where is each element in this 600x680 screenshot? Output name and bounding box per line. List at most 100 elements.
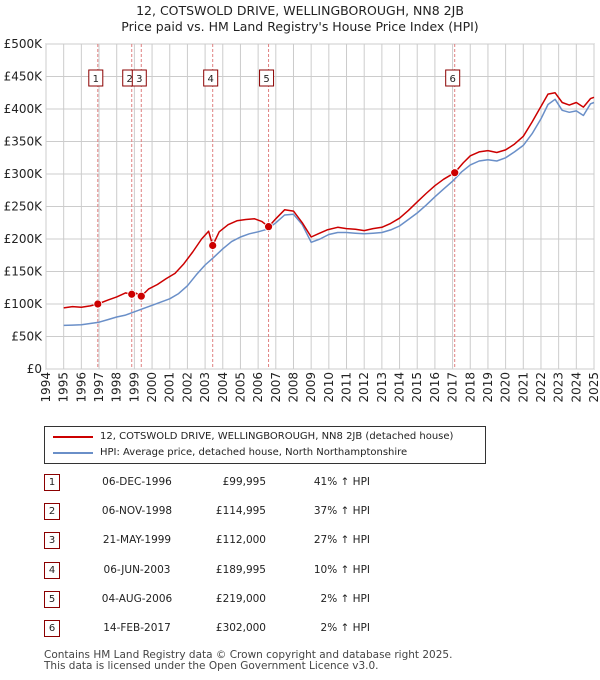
sale-date: 06-NOV-1998 (101, 505, 173, 517)
sale-price: £189,995 (215, 564, 266, 576)
sale-marker-box (88, 69, 104, 87)
x-tick-label: 2021 (516, 372, 530, 403)
x-tick-label: 1998 (110, 372, 124, 403)
sale-date: 06-JUN-2003 (103, 564, 171, 576)
sale-number: 3 (44, 532, 60, 549)
footer-licence: This data is licensed under the Open Gov… (44, 660, 379, 672)
x-tick-label: 2011 (340, 372, 354, 403)
x-tick-label: 2023 (552, 372, 566, 403)
sale-price: £112,000 (215, 534, 266, 546)
x-tick-label: 2004 (216, 372, 230, 403)
x-tick-label: 2012 (357, 372, 371, 403)
x-tick-label: 2009 (304, 372, 318, 403)
legend-label-hpi: HPI: Average price, detached house, Nort… (100, 447, 408, 458)
sale-date: 21-MAY-1999 (102, 534, 172, 546)
sale-point (136, 291, 146, 301)
x-tick-label: 2007 (269, 372, 283, 403)
sale-hpi-diff: 2% ↑ HPI (320, 622, 370, 634)
x-tick-label: 1994 (39, 372, 53, 403)
sale-marker-label: 6 (450, 74, 456, 85)
sale-point (127, 289, 137, 299)
x-tick-label: 2019 (481, 372, 495, 403)
chart-title: 12, COTSWOLD DRIVE, WELLINGBOROUGH, NN8 … (136, 3, 464, 18)
x-tick-label: 2015 (410, 372, 424, 403)
sale-marker-box (203, 69, 219, 87)
x-tick-label: 1999 (127, 372, 141, 403)
sale-hpi-diff: 10% ↑ HPI (313, 564, 370, 576)
sale-hpi-diff: 2% ↑ HPI (320, 593, 370, 605)
x-tick-label: 2024 (569, 372, 583, 403)
table-row: 2 06-NOV-1998 £114,995 37% ↑ HPI (0, 501, 600, 521)
legend-swatch-hpi (53, 452, 93, 454)
x-tick-label: 2008 (286, 372, 300, 403)
y-tick-label: £250K (4, 200, 44, 214)
sale-marker-box (131, 69, 147, 87)
sale-marker-box (259, 69, 275, 87)
x-tick-label: 2006 (251, 372, 265, 403)
x-tick-label: 2013 (375, 372, 389, 403)
x-tick-label: 2014 (393, 372, 407, 403)
sale-date: 06-DEC-1996 (102, 476, 172, 488)
x-tick-label: 2025 (587, 372, 600, 403)
y-tick-label: £0 (27, 362, 42, 376)
sale-number: 1 (44, 474, 60, 491)
sale-point (264, 222, 273, 232)
sale-price: £219,000 (215, 593, 266, 605)
table-row: 6 14-FEB-2017 £302,000 2% ↑ HPI (0, 618, 600, 638)
y-tick-label: £50K (11, 330, 43, 344)
y-tick-label: £200K (4, 232, 44, 246)
y-tick-label: £500K (4, 37, 44, 51)
x-tick-label: 2005 (233, 372, 247, 403)
sale-hpi-diff: 37% ↑ HPI (313, 505, 370, 517)
x-tick-label: 1995 (57, 372, 71, 403)
sale-number: 4 (44, 562, 60, 579)
y-tick-label: £100K (4, 297, 44, 311)
y-tick-label: £350K (4, 135, 44, 149)
sale-point (93, 299, 103, 309)
y-tick-label: £300K (4, 167, 44, 181)
sale-point (450, 168, 460, 178)
chart-subtitle: Price paid vs. HM Land Registry's House … (121, 19, 479, 34)
sale-hpi-diff: 27% ↑ HPI (313, 534, 370, 546)
table-row: 1 06-DEC-1996 £99,995 41% ↑ HPI (0, 472, 600, 492)
sale-marker-label: 1 (93, 74, 99, 85)
table-row: 4 06-JUN-2003 £189,995 10% ↑ HPI (0, 560, 600, 580)
footer: Contains HM Land Registry data © Crown c… (44, 650, 452, 672)
x-tick-label: 2017 (446, 372, 460, 403)
y-tick-label: £150K (4, 265, 44, 279)
sale-hpi-diff: 41% ↑ HPI (313, 476, 370, 488)
x-tick-label: 2002 (180, 372, 194, 403)
x-tick-label: 2022 (534, 372, 548, 403)
legend-label-property: 12, COTSWOLD DRIVE, WELLINGBOROUGH, NN8 … (100, 431, 454, 442)
sale-date: 04-AUG-2006 (101, 593, 173, 605)
x-tick-label: 2010 (322, 372, 336, 403)
table-row: 5 04-AUG-2006 £219,000 2% ↑ HPI (0, 589, 600, 609)
sale-price: £114,995 (215, 505, 266, 517)
x-tick-label: 2000 (145, 372, 159, 403)
sale-number: 6 (44, 620, 60, 637)
x-tick-label: 2020 (499, 372, 513, 403)
footer-copyright: Contains HM Land Registry data © Crown c… (44, 649, 453, 661)
sale-number: 5 (44, 591, 60, 608)
sale-marker-label: 2 (127, 74, 133, 85)
legend-swatch-property (53, 436, 93, 438)
sale-marker-label: 4 (208, 74, 214, 85)
price-chart: £0 £50K £100K £150K £200K £250K £300K £350K £400… (4, 37, 600, 403)
sale-price: £302,000 (215, 622, 266, 634)
hpi-line (63, 98, 595, 327)
sale-price: £99,995 (222, 476, 266, 488)
y-tick-label: £400K (4, 102, 44, 116)
x-tick-label: 1996 (74, 372, 88, 403)
sale-marker-label: 5 (263, 74, 269, 85)
sale-point (208, 241, 218, 250)
x-tick-label: 1997 (92, 372, 106, 403)
x-tick-label: 2001 (163, 372, 177, 403)
table-row: 3 21-MAY-1999 £112,000 27% ↑ HPI (0, 530, 600, 550)
sale-number: 2 (44, 503, 60, 520)
sale-marker-box (445, 69, 461, 87)
sale-marker-label: 3 (136, 74, 142, 85)
x-tick-label: 2018 (463, 372, 477, 403)
sale-date: 14-FEB-2017 (103, 622, 171, 634)
x-tick-label: 2003 (198, 372, 212, 403)
legend: 12, COTSWOLD DRIVE, WELLINGBOROUGH, NN8 … (44, 426, 486, 464)
